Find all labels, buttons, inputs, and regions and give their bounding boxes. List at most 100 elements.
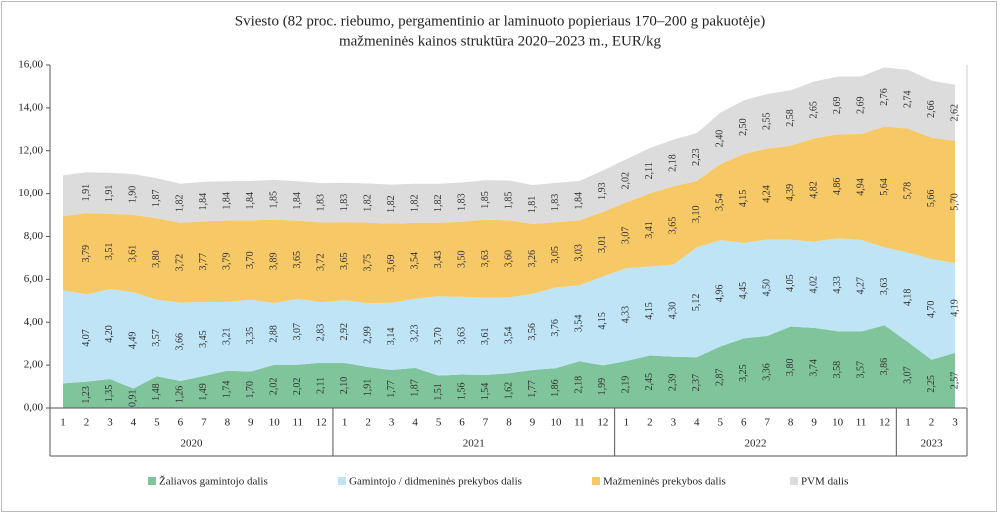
value-label: 1,77 xyxy=(527,380,538,398)
x-tick-label: 6 xyxy=(178,417,184,429)
value-label: 2,76 xyxy=(879,88,890,106)
value-label: 2,88 xyxy=(269,325,280,343)
value-label: 1,84 xyxy=(222,192,233,210)
y-tick-label: 8,00 xyxy=(24,230,44,242)
value-label: 3,60 xyxy=(503,250,514,268)
value-label: 3,61 xyxy=(128,245,139,263)
value-label: 1,82 xyxy=(362,194,373,212)
value-label: 3,61 xyxy=(480,328,491,346)
x-tick-label: 1 xyxy=(905,417,911,429)
value-label: 2,39 xyxy=(668,374,679,392)
value-label: 3,89 xyxy=(269,253,280,271)
value-label: 2,66 xyxy=(926,100,937,118)
value-label: 3,65 xyxy=(668,217,679,235)
value-label: 3,75 xyxy=(362,254,373,272)
area xyxy=(63,325,955,408)
value-label: 3,57 xyxy=(151,329,162,347)
value-label: 3,07 xyxy=(902,366,913,384)
chart-subtitle: mažmeninės kainos struktūra 2020–2023 m.… xyxy=(339,33,662,49)
value-label: 4,19 xyxy=(949,299,960,317)
value-label: 3,21 xyxy=(222,328,233,346)
value-label: 4,07 xyxy=(81,329,92,347)
value-label: 1,70 xyxy=(245,381,256,399)
value-label: 1,83 xyxy=(339,194,350,212)
value-label: 1,84 xyxy=(198,193,209,211)
area xyxy=(63,126,955,303)
value-label: 1,86 xyxy=(550,379,561,397)
value-label: 2,50 xyxy=(738,118,749,136)
value-label: 1,83 xyxy=(316,194,327,212)
value-label: 3,05 xyxy=(550,246,561,263)
value-label: 2,62 xyxy=(949,104,960,122)
x-group-label: 2020 xyxy=(180,438,203,450)
value-label: 2,69 xyxy=(832,97,843,115)
value-label: 3,66 xyxy=(175,333,186,351)
value-label: 3,25 xyxy=(738,364,749,382)
value-label: 2,58 xyxy=(785,109,796,127)
value-label: 1,48 xyxy=(151,383,162,401)
value-label: 1,90 xyxy=(128,186,139,204)
value-label: 3,54 xyxy=(715,193,726,211)
value-label: 3,72 xyxy=(316,253,327,271)
x-tick-label: 2 xyxy=(929,417,935,429)
value-label: 0,91 xyxy=(128,389,139,407)
value-label: 3,23 xyxy=(409,325,420,343)
value-label: 3,07 xyxy=(292,323,303,341)
x-tick-label: 3 xyxy=(671,417,677,429)
legend-swatch xyxy=(592,477,600,485)
value-label: 5,64 xyxy=(879,178,890,196)
value-label: 2,18 xyxy=(574,376,585,394)
value-label: 4,20 xyxy=(104,325,115,343)
value-label: 3,43 xyxy=(433,251,444,269)
y-tick-label: 4,00 xyxy=(24,316,44,328)
value-label: 4,33 xyxy=(621,306,632,324)
x-tick-label: 1 xyxy=(60,417,66,429)
value-label: 2,57 xyxy=(949,372,960,390)
legend-label: Mažmeninės prekybos dalis xyxy=(603,476,726,488)
value-label: 1,84 xyxy=(292,192,303,210)
value-label: 4,45 xyxy=(738,282,749,300)
x-tick-label: 9 xyxy=(530,417,536,429)
value-label: 3,54 xyxy=(574,315,585,333)
x-tick-label: 8 xyxy=(225,417,231,429)
value-label: 1,26 xyxy=(175,386,186,404)
value-label: 1,56 xyxy=(456,383,467,401)
value-label: 1,35 xyxy=(104,385,115,403)
value-label: 4,50 xyxy=(762,279,773,297)
value-label: 1,51 xyxy=(433,383,444,401)
value-label: 3,07 xyxy=(621,227,632,245)
value-label: 3,77 xyxy=(198,253,209,271)
value-label: 3,45 xyxy=(198,330,209,348)
value-label: 3,63 xyxy=(879,278,890,296)
x-tick-label: 5 xyxy=(718,417,724,429)
value-label: 2,83 xyxy=(316,324,327,342)
value-label: 4,18 xyxy=(902,289,913,307)
value-label: 1,85 xyxy=(269,191,280,209)
value-label: 1,49 xyxy=(198,383,209,401)
x-tick-label: 1 xyxy=(624,417,630,429)
legend-swatch xyxy=(338,477,346,485)
value-label: 2,02 xyxy=(621,172,632,190)
value-label: 3,54 xyxy=(503,327,514,345)
x-tick-label: 11 xyxy=(856,417,867,429)
x-tick-label: 2 xyxy=(84,417,90,429)
value-label: 1,23 xyxy=(81,386,92,404)
x-tick-label: 3 xyxy=(389,417,395,429)
value-label: 3,76 xyxy=(550,319,561,337)
y-tick-label: 6,00 xyxy=(24,273,44,285)
x-tick-label: 8 xyxy=(506,417,512,429)
x-tick-label: 5 xyxy=(436,417,442,429)
x-tick-label: 11 xyxy=(574,417,585,429)
value-label: 1,62 xyxy=(503,382,514,400)
x-tick-label: 2 xyxy=(647,417,653,429)
value-label: 1,91 xyxy=(362,379,373,397)
x-tick-label: 7 xyxy=(201,417,207,429)
value-label: 3,26 xyxy=(527,250,538,268)
value-label: 2,87 xyxy=(715,368,726,386)
value-label: 4,15 xyxy=(644,302,655,320)
value-label: 4,39 xyxy=(785,184,796,202)
value-label: 2,92 xyxy=(339,323,350,341)
x-tick-label: 5 xyxy=(154,417,160,429)
value-label: 4,33 xyxy=(832,276,843,294)
value-label: 1,74 xyxy=(222,381,233,399)
